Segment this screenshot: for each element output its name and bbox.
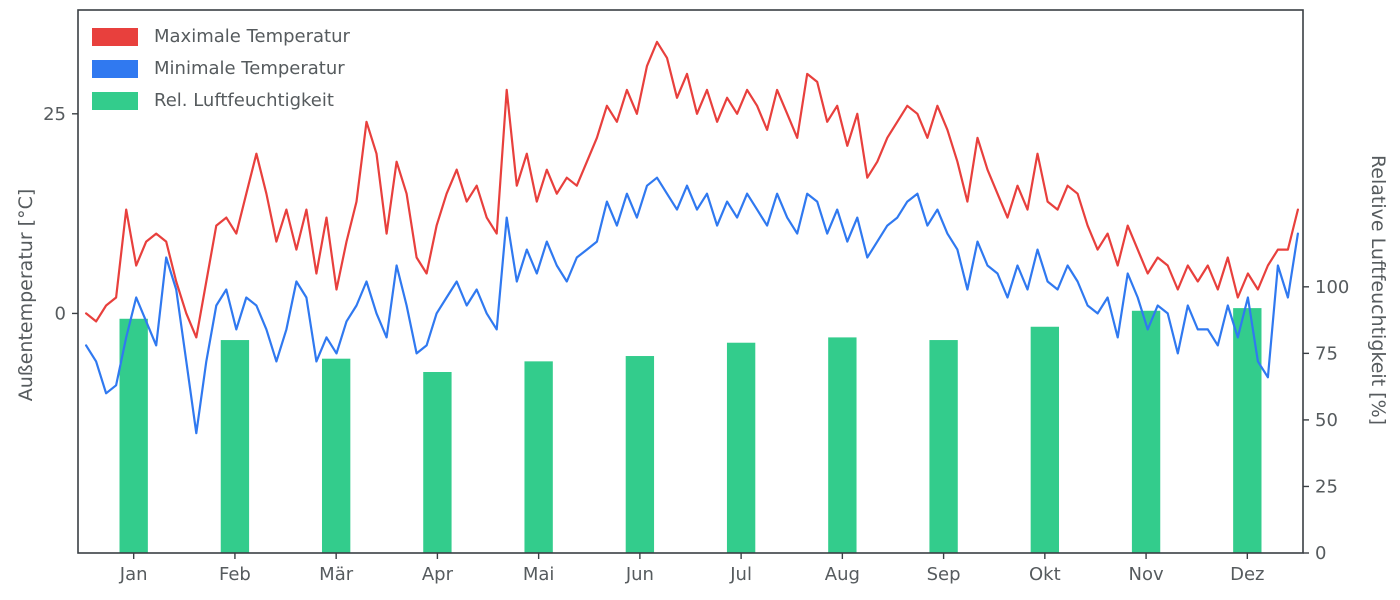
right-axis-title: Relative Luftfeuchtigkeit [%] xyxy=(1367,154,1389,426)
chart-legend: Maximale Temperatur Minimale Temperatur … xyxy=(92,26,350,111)
svg-text:Aug: Aug xyxy=(825,564,860,585)
svg-text:Jan: Jan xyxy=(119,564,148,585)
legend-item-humidity: Rel. Luftfeuchtigkeit xyxy=(92,90,350,111)
svg-text:0: 0 xyxy=(1315,543,1326,564)
legend-item-min-temp: Minimale Temperatur xyxy=(92,58,350,79)
svg-text:Jul: Jul xyxy=(729,564,752,585)
legend-label-min-temp: Minimale Temperatur xyxy=(154,58,345,79)
legend-label-humidity: Rel. Luftfeuchtigkeit xyxy=(154,90,334,111)
left-axis-title: Außentemperatur [°C] xyxy=(15,188,37,402)
svg-text:0: 0 xyxy=(55,303,66,324)
svg-text:Sep: Sep xyxy=(927,564,961,585)
svg-text:Mär: Mär xyxy=(319,564,354,585)
legend-label-max-temp: Maximale Temperatur xyxy=(154,26,350,47)
svg-text:25: 25 xyxy=(43,104,66,125)
svg-text:Jun: Jun xyxy=(625,564,654,585)
svg-text:Feb: Feb xyxy=(219,564,251,585)
humidity-swatch-icon xyxy=(92,91,138,110)
svg-text:Nov: Nov xyxy=(1129,564,1164,585)
svg-text:Mai: Mai xyxy=(523,564,555,585)
svg-text:100: 100 xyxy=(1315,277,1349,298)
svg-text:Dez: Dez xyxy=(1230,564,1264,585)
svg-text:50: 50 xyxy=(1315,410,1338,431)
svg-text:25: 25 xyxy=(1315,476,1338,497)
legend-item-max-temp: Maximale Temperatur xyxy=(92,26,350,47)
svg-text:Okt: Okt xyxy=(1029,564,1061,585)
max-temp-swatch-icon xyxy=(92,27,138,46)
min-temp-swatch-icon xyxy=(92,59,138,78)
svg-text:75: 75 xyxy=(1315,343,1338,364)
svg-text:Apr: Apr xyxy=(422,564,454,585)
